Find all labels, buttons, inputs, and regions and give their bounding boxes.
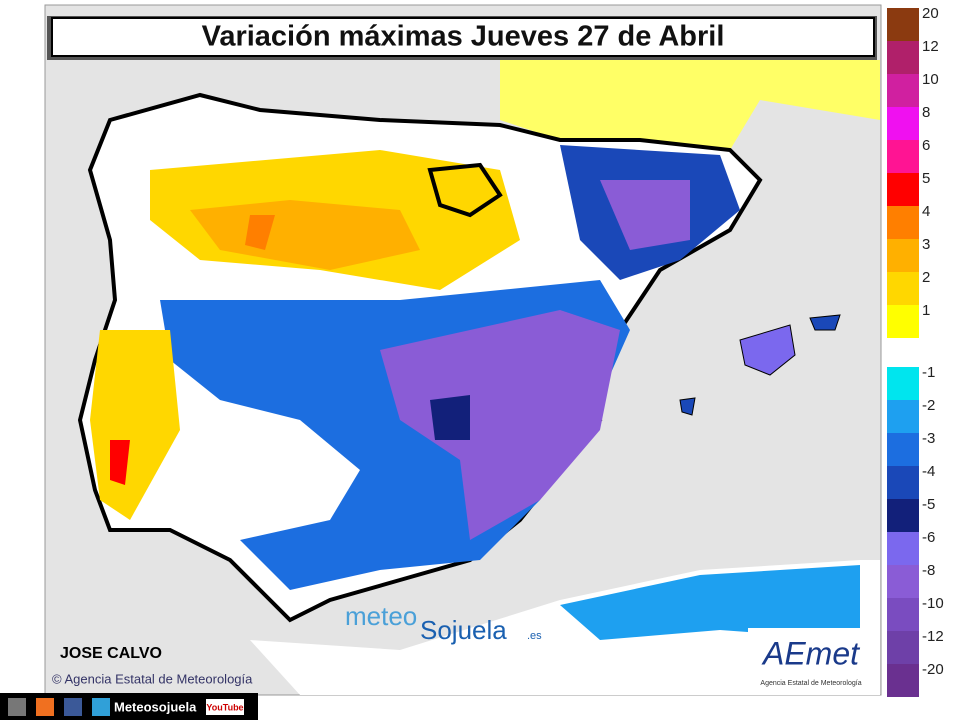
legend-swatch [887, 305, 919, 338]
title-box [51, 17, 875, 57]
aemet-sub: Agencia Estatal de Meteorología [760, 680, 861, 687]
legend: 20 12 10 8 6 5 4 3 2 1 -1 -2 -3 -4 -5 -6 -8 -10 -12 -20 [887, 5, 944, 697]
ibiza [679, 397, 696, 416]
legend-label: 2 [922, 269, 930, 286]
brand-suffix: .es [527, 630, 542, 642]
france-area [500, 60, 880, 150]
baleares [739, 324, 796, 376]
legend-label: -20 [922, 661, 944, 678]
legend-label: -2 [922, 397, 935, 414]
legend-swatch [887, 433, 919, 466]
legend-label: -4 [922, 463, 935, 480]
legend-swatch [887, 532, 919, 565]
legend-label: -5 [922, 496, 935, 513]
legend-swatch [887, 664, 919, 697]
brand-right: Sojuela [420, 615, 507, 645]
legend-swatch [887, 400, 919, 433]
legend-label: -6 [922, 529, 935, 546]
facebook-icon [64, 698, 82, 716]
legend-label: 5 [922, 170, 930, 187]
legend-swatch [887, 74, 919, 107]
legend-swatch [887, 8, 919, 41]
legend-label: 20 [922, 5, 939, 22]
legend-label: -12 [922, 628, 944, 645]
cold-southeast [380, 310, 620, 540]
menorca [809, 314, 841, 331]
agency-credit: © Agencia Estatal de Meteorología [52, 671, 253, 686]
legend-label: 1 [922, 302, 930, 319]
hot-west [110, 440, 130, 485]
author: JOSE CALVO [60, 645, 162, 662]
youtube-box [206, 699, 244, 715]
instagram-icon [8, 698, 26, 716]
hot-spot [245, 215, 275, 250]
title: Variación máximas Jueves 27 de Abril [202, 21, 725, 53]
warm-core [190, 200, 420, 270]
legend-swatch [887, 272, 919, 305]
legend-swatch [887, 206, 919, 239]
legend-label: 4 [922, 203, 930, 220]
legend-swatch [887, 631, 919, 664]
legend-swatch [887, 41, 919, 74]
legend-swatch [887, 466, 919, 499]
legend-label: 6 [922, 137, 930, 154]
legend-swatch [887, 499, 919, 532]
brand-left: meteo [345, 601, 417, 631]
cold-northeast-core [600, 180, 690, 250]
blogger-icon [36, 698, 54, 716]
legend-label: -8 [922, 562, 935, 579]
social-handle: Meteosojuela [114, 699, 197, 714]
legend-label: -1 [922, 364, 935, 381]
legend-label: 3 [922, 236, 930, 253]
la-rioja-outline [427, 162, 503, 218]
legend-label: -3 [922, 430, 935, 447]
twitter-icon [92, 698, 110, 716]
legend-label: 10 [922, 71, 939, 88]
legend-swatch [887, 565, 919, 598]
youtube-label: YouTube [206, 702, 243, 712]
legend-label: 8 [922, 104, 930, 121]
cold-core [430, 395, 470, 440]
aemet-logo: AEmet [761, 635, 860, 671]
africa-cold [560, 565, 860, 640]
legend-swatch [887, 173, 919, 206]
legend-swatch [887, 140, 919, 173]
legend-swatch [887, 367, 919, 400]
legend-swatch [887, 598, 919, 631]
aemet-box [748, 628, 874, 690]
legend-swatch [887, 239, 919, 272]
legend-swatch [887, 107, 919, 140]
legend-label: 12 [922, 38, 939, 55]
legend-label: -10 [922, 595, 944, 612]
